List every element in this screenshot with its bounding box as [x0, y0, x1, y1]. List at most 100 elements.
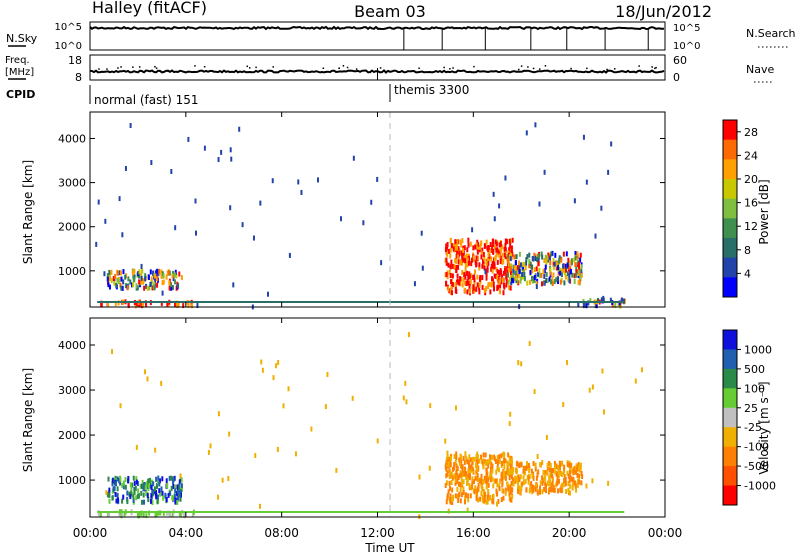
velocity-cell [135, 495, 138, 501]
power-cell [504, 175, 507, 181]
velocity-cell [571, 485, 574, 491]
power-cell [531, 264, 534, 270]
velocity-cell [546, 480, 549, 486]
velocity-cell [178, 488, 181, 494]
velocity-cell [164, 494, 167, 500]
power-cell [488, 281, 491, 287]
power-cell [469, 241, 472, 247]
velocity-cell [461, 492, 464, 498]
power-cell [518, 264, 521, 270]
velocity-cell [154, 447, 157, 453]
velocity-cell [140, 499, 143, 505]
power-cell [464, 274, 467, 280]
velocity-cell [121, 482, 124, 488]
power-cell [421, 265, 424, 271]
power-cell [174, 225, 177, 231]
power-cell [596, 297, 599, 303]
power-cell [573, 278, 576, 284]
power-cell [525, 130, 528, 136]
velocity-cell [166, 483, 169, 489]
power-cell [555, 261, 558, 267]
power-cell [481, 263, 484, 269]
time-axis: 00:00 04:00 08:00 12:00 16:00 20:00 00:00 [73, 112, 682, 540]
velocity-cell [446, 454, 449, 460]
velocity-cell [277, 359, 280, 365]
velocity-cell [501, 482, 504, 488]
velocity-cell [559, 487, 562, 493]
velocity-cell [169, 512, 172, 518]
power-cell [600, 205, 603, 211]
velocity-cell [180, 483, 183, 489]
velocity-cell [522, 480, 525, 486]
power-cell [543, 273, 546, 279]
power-cell [271, 178, 274, 184]
velocity-cell [447, 461, 450, 467]
power-cell [465, 253, 468, 259]
power-cell [170, 285, 173, 291]
velocity-cell [171, 496, 174, 502]
power-cell [496, 274, 499, 280]
power-cell [485, 239, 488, 245]
power-cell [144, 276, 147, 282]
power-cell [458, 251, 461, 257]
power-cell [582, 134, 585, 140]
velocity-cell [464, 451, 467, 457]
power-cell [523, 276, 526, 282]
power-cell [574, 255, 577, 261]
velocity-cell [476, 472, 479, 478]
velocity-cell [114, 491, 117, 497]
velocity-cell [576, 466, 579, 472]
power-cell [471, 257, 474, 263]
velocity-colorbar-label: 100 [744, 382, 765, 395]
velocity-cell [481, 498, 484, 504]
velocity-cell [503, 474, 506, 480]
freq-label-line2: [MHz] [5, 67, 34, 78]
power-cell [459, 276, 462, 282]
power-cell [160, 269, 163, 275]
power-cell [469, 288, 472, 294]
velocity-cell [487, 482, 490, 488]
freq-outlier [138, 66, 141, 68]
velocity-cell [576, 472, 579, 478]
velocity-cell [572, 476, 575, 482]
velocity-cell [471, 456, 474, 462]
power-cell [562, 263, 565, 269]
power-cell [491, 276, 494, 282]
velocity-cell [514, 475, 517, 481]
power-cell [579, 274, 582, 280]
power-cell [463, 245, 466, 251]
velocity-cell [532, 460, 535, 466]
velocity-cell [177, 495, 180, 501]
power-cell [476, 239, 479, 245]
velocity-cell [122, 484, 125, 490]
velocity-cell [122, 494, 125, 500]
power-cell [553, 279, 556, 285]
freq-outlier [342, 65, 345, 67]
velocity-cell [480, 490, 483, 496]
power-cell [468, 285, 471, 291]
velocity-cell [552, 468, 555, 474]
velocity-cell [527, 479, 530, 485]
velocity-cell [479, 478, 482, 484]
velocity-cell [536, 472, 539, 478]
power-cell [622, 298, 625, 304]
power-cell [468, 260, 471, 266]
power-cell [495, 267, 498, 273]
velocity-cell [471, 484, 474, 490]
power-cell [454, 239, 457, 245]
power-cell [524, 265, 527, 271]
velocity-cell [448, 485, 451, 491]
velocity-cell [276, 446, 279, 452]
power-cell [579, 257, 582, 263]
power-cell [174, 302, 177, 308]
power-cell [574, 250, 577, 256]
velocity-cell [114, 475, 117, 481]
velocity-cell [463, 499, 466, 505]
power-cell [116, 270, 119, 276]
velocity-cell [503, 451, 506, 457]
velocity-cell [168, 510, 171, 516]
velocity-cell [151, 488, 154, 494]
power-cell [574, 272, 577, 278]
velocity-cell [472, 479, 475, 485]
velocity-cell [588, 387, 591, 393]
